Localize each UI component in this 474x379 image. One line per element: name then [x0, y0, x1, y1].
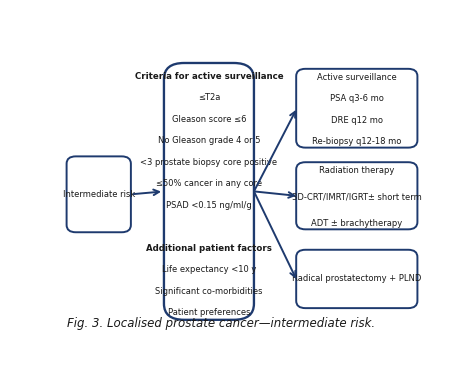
Text: Significant co-morbidities: Significant co-morbidities	[155, 287, 263, 296]
Text: ≤T2a: ≤T2a	[198, 93, 220, 102]
Text: PSAD <0.15 ng/ml/g: PSAD <0.15 ng/ml/g	[166, 200, 252, 210]
Text: DRE q12 mo: DRE q12 mo	[331, 116, 383, 125]
FancyBboxPatch shape	[66, 157, 131, 232]
Text: Life expectancy <10 y: Life expectancy <10 y	[162, 265, 256, 274]
Text: PSA q3-6 mo: PSA q3-6 mo	[330, 94, 384, 103]
Text: Gleason score ≤6: Gleason score ≤6	[172, 114, 246, 124]
FancyBboxPatch shape	[164, 63, 254, 320]
Text: No Gleason grade 4 or 5: No Gleason grade 4 or 5	[158, 136, 260, 145]
Text: ≤50% cancer in any core: ≤50% cancer in any core	[156, 179, 262, 188]
FancyBboxPatch shape	[296, 69, 418, 147]
Text: Criteria for active surveillance: Criteria for active surveillance	[135, 72, 283, 81]
Text: Additional patient factors: Additional patient factors	[146, 244, 272, 252]
Text: Radical prostatectomy + PLND: Radical prostatectomy + PLND	[292, 274, 421, 283]
FancyBboxPatch shape	[296, 250, 418, 308]
Text: Radiation therapy: Radiation therapy	[319, 166, 394, 175]
Text: Fig. 3. Localised prostate cancer—intermediate risk.: Fig. 3. Localised prostate cancer—interm…	[66, 317, 375, 330]
Text: Re-biopsy q12-18 mo: Re-biopsy q12-18 mo	[312, 137, 401, 146]
Text: <3 prostate biopsy core positive: <3 prostate biopsy core positive	[140, 158, 277, 167]
Text: ADT ± brachytherapy: ADT ± brachytherapy	[311, 219, 402, 228]
Text: Active surveillance: Active surveillance	[317, 73, 397, 82]
Text: Intermediate risk: Intermediate risk	[63, 190, 135, 199]
FancyBboxPatch shape	[296, 162, 418, 229]
Text: 3D-CRT/IMRT/IGRT± short term: 3D-CRT/IMRT/IGRT± short term	[292, 193, 422, 202]
Text: Patient preferences: Patient preferences	[168, 308, 250, 317]
